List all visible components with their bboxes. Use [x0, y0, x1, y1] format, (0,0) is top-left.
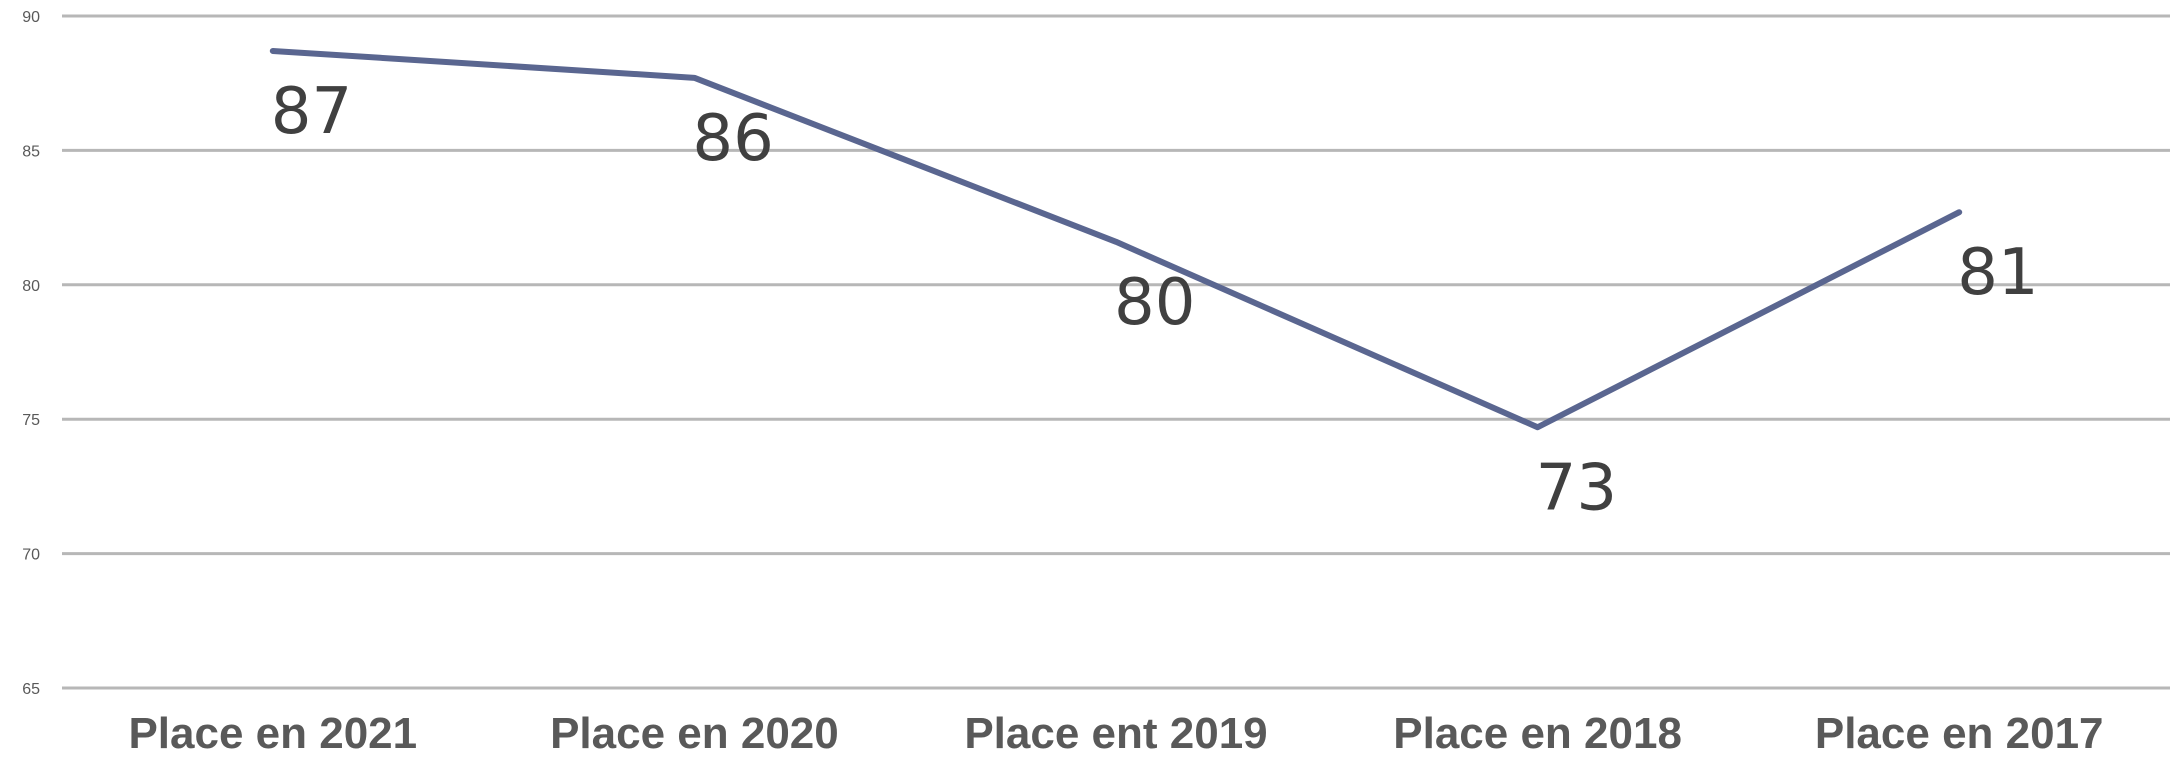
data-labels: 87 86 80 73 81: [271, 75, 2039, 525]
data-label: 86: [692, 102, 773, 176]
x-axis-ticks: Place en 2021 Place en 2020 Place ent 2019…: [128, 709, 2103, 758]
data-label: 73: [1536, 451, 1617, 525]
x-tick-label: Place ent 2019: [964, 709, 1267, 758]
y-tick-label: 75: [22, 412, 40, 429]
y-tick-label: 70: [22, 547, 40, 564]
y-axis-ticks: 90 85 80 75 70 65: [22, 9, 40, 698]
x-tick-label: Place en 2018: [1393, 709, 1682, 758]
series-line: [269, 47, 1963, 431]
data-label: 81: [1957, 236, 2038, 310]
y-tick-label: 90: [22, 9, 40, 26]
data-label: 80: [1114, 266, 1195, 340]
y-tick-label: 65: [22, 681, 40, 698]
x-tick-label: Place en 2020: [550, 709, 839, 758]
gridlines: [62, 14, 2170, 690]
data-label: 87: [271, 75, 352, 149]
y-tick-label: 80: [22, 278, 40, 295]
x-tick-label: Place en 2017: [1815, 709, 2104, 758]
y-tick-label: 85: [22, 143, 40, 160]
x-tick-label: Place en 2021: [128, 709, 417, 758]
series-lines: [269, 47, 1963, 431]
